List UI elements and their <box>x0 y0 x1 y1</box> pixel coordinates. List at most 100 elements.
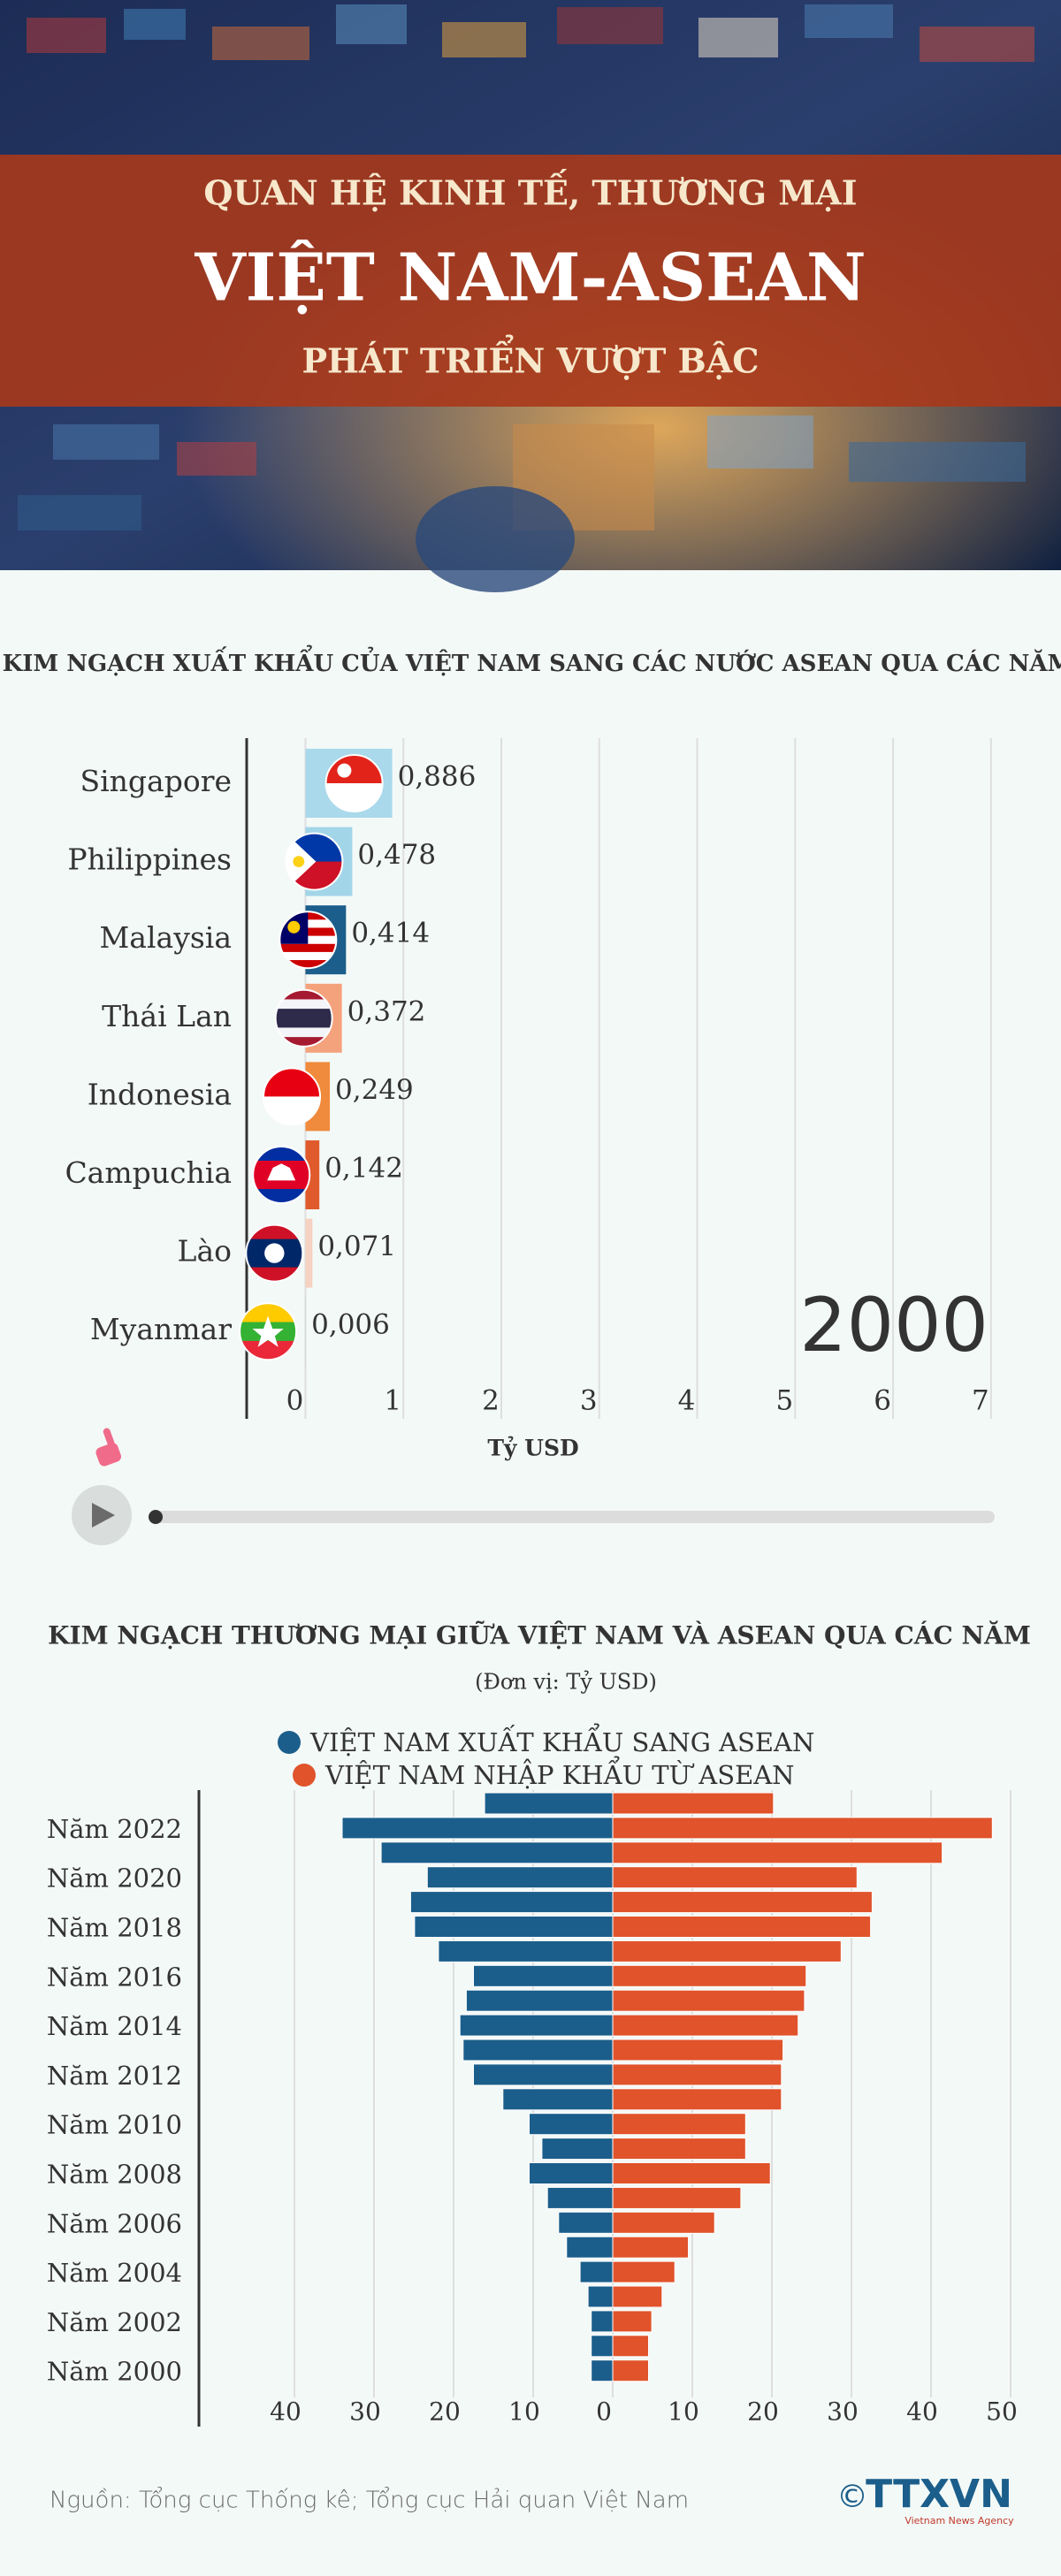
flag-sun <box>293 856 305 867</box>
flag-stripe <box>275 1027 332 1038</box>
category-label: Năm 2000 <box>47 2357 182 2387</box>
flag-temple <box>267 1163 296 1181</box>
category-label: Năm 2006 <box>47 2208 182 2238</box>
flag <box>263 1067 322 1126</box>
bar <box>459 2014 614 2037</box>
flag-rim <box>252 1146 311 1204</box>
category-label: Năm 2020 <box>47 1863 182 1894</box>
bar <box>438 1940 614 1962</box>
bar <box>305 1297 307 1367</box>
value-label: 0,071 <box>317 1231 396 1262</box>
bar <box>473 2063 614 2086</box>
copyright: © <box>836 2479 868 2515</box>
bar <box>612 1940 842 1962</box>
bar <box>612 2113 746 2136</box>
value-label: 0,478 <box>357 839 436 871</box>
bar <box>612 1989 805 2012</box>
x-tick-label: 1 <box>384 1385 401 1417</box>
x-tick-label: 0 <box>286 1385 304 1417</box>
bar <box>558 2211 614 2234</box>
flag-stripe <box>253 1189 310 1203</box>
bar <box>591 2335 614 2358</box>
bar <box>414 1916 614 1938</box>
category-label: Năm 2002 <box>47 2307 182 2337</box>
bar <box>612 2088 782 2111</box>
timeline-handle[interactable] <box>149 1510 163 1524</box>
title-line: PHÁT TRIỂN VƯỢT BẬC <box>302 336 759 381</box>
category-label: Myanmar <box>90 1312 232 1346</box>
flag-stripe <box>240 1303 297 1323</box>
bar <box>587 2285 614 2308</box>
bar <box>612 2162 771 2184</box>
bar <box>529 2162 614 2184</box>
category-label: Năm 2012 <box>47 2061 182 2091</box>
category-label: Singapore <box>80 764 232 798</box>
logo: TTXVN <box>866 2472 1012 2517</box>
bar <box>409 1891 614 1914</box>
flag-stripe <box>275 999 332 1010</box>
bar <box>380 1841 614 1864</box>
year-annotation: 2000 <box>799 1282 988 1368</box>
value-label: 0,006 <box>311 1309 390 1341</box>
bar <box>612 1891 873 1914</box>
bar <box>612 1866 858 1889</box>
legend-marker <box>278 1731 301 1754</box>
x-tick-label: 20 <box>429 2397 461 2427</box>
x-tick-label: 30 <box>349 2397 381 2427</box>
bar <box>612 1792 775 1815</box>
bar <box>612 2186 742 2209</box>
bar <box>579 2260 614 2283</box>
flag-rim <box>324 754 384 812</box>
category-label: Malaysia <box>100 920 233 955</box>
x-tick-label: 40 <box>270 2397 302 2427</box>
bar <box>612 1817 993 1840</box>
x-tick-label: 5 <box>775 1385 793 1417</box>
category-label: Lào <box>178 1234 232 1269</box>
hand-icon <box>95 1428 122 1467</box>
flag-rim <box>279 911 338 970</box>
flag-rim <box>239 1302 298 1361</box>
bar <box>612 2063 782 2086</box>
bar <box>612 2211 715 2234</box>
value-label: 0,414 <box>351 918 430 949</box>
flag-moon <box>337 763 352 778</box>
bar <box>473 1964 614 1987</box>
x-tick-label: 3 <box>580 1385 598 1417</box>
chart-title: KIM NGẠCH XUẤT KHẨU CỦA VIỆT NAM SANG CÁ… <box>3 645 1061 677</box>
flag <box>245 1223 304 1283</box>
bar <box>612 2236 689 2259</box>
flag-star <box>252 1315 284 1347</box>
bar <box>612 2039 784 2062</box>
x-tick-label: 40 <box>906 2397 938 2427</box>
bar <box>566 2236 614 2259</box>
flag-body <box>275 989 332 1047</box>
bar <box>465 1989 614 2012</box>
bar <box>591 2359 614 2382</box>
bar <box>612 2285 663 2308</box>
flag-moon <box>287 920 301 934</box>
axis-label: Tỷ USD <box>487 1436 578 1461</box>
category-label: Năm 2008 <box>47 2160 182 2190</box>
play-icon[interactable] <box>92 1503 115 1528</box>
bar <box>305 1140 320 1209</box>
flag <box>279 911 338 970</box>
x-tick-label: 10 <box>668 2397 699 2427</box>
flag-body <box>240 1303 297 1360</box>
value-label: 0,886 <box>398 761 477 793</box>
x-tick-label: 30 <box>827 2397 859 2427</box>
bar <box>462 2039 614 2062</box>
x-tick-label: 6 <box>874 1385 891 1417</box>
flag <box>324 754 384 812</box>
bar <box>541 2138 614 2161</box>
value-label: 0,249 <box>335 1074 414 1106</box>
flag-disc <box>264 1243 285 1263</box>
legend-label: VIỆT NAM XUẤT KHẨU SANG ASEAN <box>309 1722 814 1757</box>
title-main: VIỆT NAM-ASEAN <box>194 239 866 316</box>
category-label: Năm 2016 <box>47 1962 182 1992</box>
value-label: 0,372 <box>347 995 426 1027</box>
value-label: 0,142 <box>324 1153 403 1185</box>
bar <box>612 2014 799 2037</box>
category-label: Philippines <box>67 842 232 877</box>
flag-body <box>279 911 337 969</box>
bar <box>341 1817 614 1840</box>
